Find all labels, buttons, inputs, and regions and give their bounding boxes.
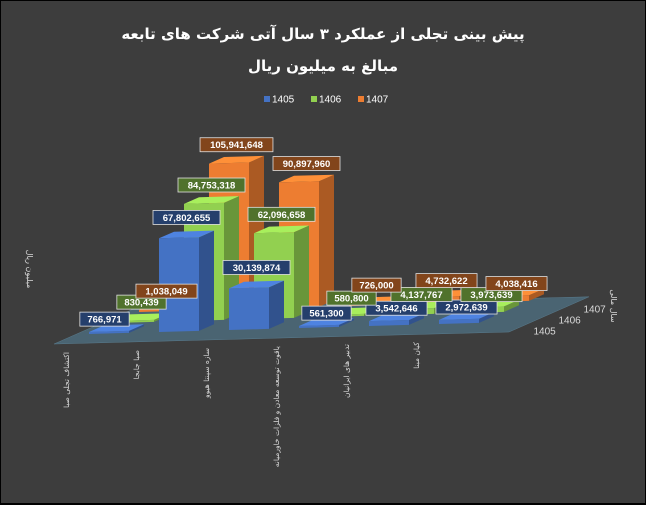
data-label-text: 766,971 [87,315,122,326]
data-label-text: 4,038,416 [495,279,537,290]
data-label-text: 580,800 [334,294,368,305]
bar-1405-2 [229,280,284,330]
legend-swatch-1407 [358,96,364,102]
legend-label-1405: 1405 [272,95,295,106]
data-label-text: 90,897,960 [283,159,331,170]
category-label-5: کیان مبنا [412,342,421,369]
bar-front [89,330,129,334]
bar-top [279,174,334,183]
legend-label-1406: 1406 [319,95,342,106]
data-label-1406-3: 580,800 [326,290,377,306]
data-label-1405-3: 561,300 [301,305,352,321]
category-label-0: اکتشاف تجلی صبا [62,352,71,408]
data-label-text: 30,139,874 [233,263,281,274]
data-label-text: 3,542,646 [375,304,417,315]
data-label-box [272,156,341,171]
bar-side [479,312,494,323]
data-labels-layer: 766,971 67,802,655 30,139,874 561,300 3,542,… [79,137,548,327]
data-label-text: 105,941,648 [210,140,263,151]
bar-side [199,230,214,331]
data-label-box [152,210,221,225]
bar-front [299,324,339,328]
data-label-text: 1,038,049 [145,287,187,298]
data-label-1406-4: 4,137,767 [390,287,453,302]
bar-top [184,196,239,204]
data-label-box [222,260,291,275]
data-label-box [135,283,198,299]
data-label-text: 3,973,639 [470,290,512,301]
data-label-1407-0: 1,038,049 [135,283,198,299]
data-label-1405-1: 67,802,655 [152,210,221,225]
bar-top [229,280,284,289]
data-label-text: 726,000 [359,281,393,292]
data-label-box [177,177,246,193]
bar-top [209,155,264,164]
legend-swatch-1406 [311,96,317,102]
chart-subtitle: مبالغ به میلیون ریال [248,57,398,75]
data-label-text: 67,802,655 [163,213,211,224]
depth-tick-1406: 1406 [559,316,582,327]
bar-side [504,299,519,312]
data-label-box [415,273,478,288]
y-axis-label: میلیون ریال [25,250,34,289]
bar-1405-1 [159,230,214,332]
data-label-text: 2,972,639 [445,303,487,314]
data-label-1407-4: 4,732,622 [415,273,478,288]
bar-top [159,230,214,239]
bar-side [529,288,544,301]
data-label-text: 4,137,767 [400,290,442,301]
data-label-1405-5: 2,972,639 [435,299,498,315]
legend-label-1407: 1407 [366,95,389,106]
bar-front [229,287,269,330]
bar-side [129,324,144,333]
data-label-1407-1: 105,941,648 [199,137,274,153]
depth-axis-label: سال مالی [609,289,618,323]
data-label-box [485,276,548,291]
data-label-1407-2: 90,897,960 [272,156,341,171]
data-label-text: 830,439 [124,298,158,309]
data-label-1405-4: 3,542,646 [365,300,428,316]
bar-side [294,225,309,318]
bar-top [254,225,309,234]
data-label-box [199,137,274,153]
bar-front [369,320,409,326]
data-label-1407-3: 726,000 [351,277,402,293]
data-label-box [301,305,352,321]
data-label-1405-0: 766,971 [79,311,130,327]
data-label-text: 62,096,658 [258,210,306,221]
data-label-text: 84,753,318 [188,181,236,192]
data-label-text: 561,300 [309,309,343,320]
bar-side [269,280,284,329]
depth-tick-1407: 1407 [584,305,607,316]
data-label-box [79,311,130,327]
data-label-1405-2: 30,139,874 [222,260,291,275]
legend-swatch-1405 [264,96,270,102]
data-label-text: 4,732,622 [425,276,467,287]
category-label-1: صبا جابجا [132,350,141,379]
bar-side [319,174,334,307]
bar-front [439,318,479,324]
category-label-2: سازه سپنتا هیوو [202,348,211,399]
data-label-1406-1: 84,753,318 [177,177,246,193]
bar-side [409,313,424,325]
data-label-1406-2: 62,096,658 [247,206,316,222]
chart-title: پیش بینی تجلی از عملکرد ۳ سال آتی شرکت ه… [121,25,524,44]
data-label-box [351,277,402,293]
depth-tick-1405: 1405 [534,327,557,338]
data-label-1407-5: 4,038,416 [485,276,548,291]
legend: 1405 1406 1407 [264,95,389,106]
category-label-4: تدبیر های ایرانیان [342,344,351,398]
category-label-3: یاقوت توسعه معادن و فلزات خاورمیانه [272,346,281,467]
data-label-box [247,206,316,222]
